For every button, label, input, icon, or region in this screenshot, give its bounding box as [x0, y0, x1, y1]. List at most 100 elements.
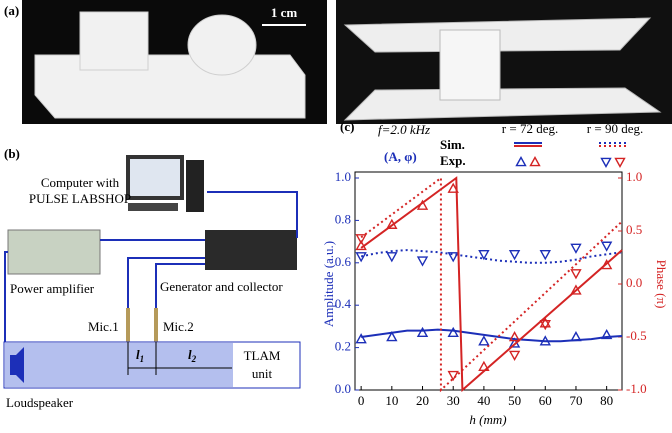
y2-tick-label: 0.5 [626, 222, 642, 237]
legend-marker [529, 156, 541, 167]
quantities: (A, φ) [384, 149, 417, 164]
loudspeaker-label: Loudspeaker [6, 395, 74, 410]
y-tick-label: 0.8 [335, 211, 351, 226]
data-point [416, 326, 429, 338]
speaker-icon [10, 347, 24, 383]
data-point [570, 243, 582, 254]
keyboard [128, 203, 178, 211]
data-point [355, 239, 367, 251]
y2-tick-label: 0.0 [626, 275, 642, 290]
scale-label: 1 cm [271, 5, 298, 20]
data-point [355, 234, 367, 245]
generator-label: Generator and collector [160, 279, 283, 294]
scale-bar [262, 24, 306, 26]
legend-marker [614, 157, 626, 168]
data-point [570, 284, 582, 295]
channel-photo [343, 17, 662, 121]
chart: (c) f=2.0 kHz (A, φ) Sim.Exp. r = 72 deg. r =… [321, 119, 669, 427]
y-tick-label: 0.6 [335, 254, 352, 269]
mic [126, 308, 130, 342]
cables [4, 191, 298, 345]
x-tick-label: 50 [508, 393, 521, 408]
data-point [416, 199, 429, 210]
y-tick-label: 1.0 [335, 169, 351, 184]
data-point [478, 360, 490, 371]
legend-marker [515, 156, 527, 167]
symbol: l [188, 347, 192, 362]
data-point [447, 370, 459, 382]
data-point [447, 326, 459, 338]
data-point [508, 331, 521, 342]
data-point [447, 252, 459, 263]
data-line [360, 249, 623, 264]
panel-label: (c) [340, 119, 354, 134]
data-point [508, 250, 521, 261]
x-tick-label: 70 [569, 393, 582, 408]
mic-label: Mic.2 [163, 319, 194, 334]
dimension-lines [127, 342, 232, 375]
data-point [416, 256, 429, 267]
symbol: l [136, 347, 140, 362]
data-point [539, 335, 551, 346]
y2-axis-label: Phase (π) [654, 260, 669, 309]
computer-label: Computer with [41, 175, 120, 190]
data-point [508, 350, 521, 361]
x-tick-label: 60 [539, 393, 552, 408]
y-tick-label: 0.2 [335, 339, 351, 354]
data-point [570, 269, 582, 280]
x-tick-label: 40 [477, 393, 490, 408]
y2-tick-label: -1.0 [626, 381, 647, 396]
x-tick-label: 30 [447, 393, 460, 408]
legend-row: Sim. [440, 137, 465, 152]
data-point [539, 250, 551, 261]
data-point [355, 333, 367, 344]
unit-label: TLAM [244, 348, 281, 363]
data-line [360, 176, 623, 393]
data-line [361, 328, 623, 343]
panel-label: (a) [4, 3, 19, 18]
legend-column: r = 72 deg. [502, 121, 558, 136]
data-point [478, 250, 490, 261]
legend-row: Exp. [440, 153, 466, 168]
mic-label: Mic.1 [88, 319, 119, 334]
legend-marker [600, 157, 612, 168]
data-line [360, 176, 623, 393]
screen [130, 159, 180, 196]
x-tick-label: 80 [600, 393, 613, 408]
subscript: 1 [140, 354, 145, 364]
data-point [355, 252, 367, 263]
annotation: f=2.0 kHz [378, 122, 430, 137]
data-point [386, 331, 398, 342]
y2-tick-label: -0.5 [626, 328, 647, 343]
length-label: l2 [188, 347, 197, 364]
legend-column: r = 90 deg. [587, 121, 643, 136]
subscript: 2 [191, 354, 197, 364]
block-photo [34, 11, 306, 119]
tube [5, 343, 233, 387]
x-tick-label: 20 [416, 393, 429, 408]
data-point [570, 331, 582, 342]
power-amplifier-label: Power amplifier [10, 281, 95, 296]
y-tick-label: 0.4 [335, 296, 352, 311]
x-tick-label: 10 [385, 393, 398, 408]
data-point [600, 258, 613, 270]
power-amplifier [7, 229, 101, 275]
panel-label: (b) [4, 146, 20, 161]
data-point [447, 182, 459, 193]
mic [154, 308, 158, 342]
unit-label: unit [252, 366, 273, 381]
y-tick-label: 0.0 [335, 381, 351, 396]
data-point [478, 335, 490, 346]
data-point [386, 218, 398, 229]
plot-frame [354, 171, 623, 391]
data-point [539, 319, 551, 331]
y-axis-label: Amplitude (a.u.) [321, 241, 336, 327]
computer-label: PULSE LABSHOP [29, 191, 131, 206]
data-point [386, 252, 398, 263]
data-point [600, 328, 613, 340]
data-point [539, 317, 551, 328]
generator [205, 230, 297, 270]
length-label: l1 [136, 347, 144, 364]
y2-tick-label: 1.0 [626, 169, 642, 184]
